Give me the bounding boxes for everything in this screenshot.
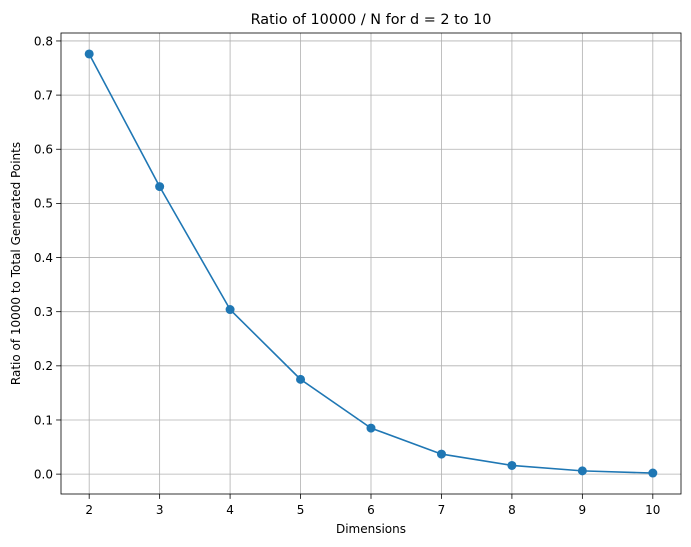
y-tick-label: 0.2 (34, 359, 53, 373)
y-tick-label: 0.7 (34, 88, 53, 102)
x-tick-label: 3 (156, 503, 164, 517)
chart-title: Ratio of 10000 / N for d = 2 to 10 (251, 12, 492, 28)
x-tick-label: 2 (85, 503, 93, 517)
x-tick-label: 8 (508, 503, 516, 517)
x-tick-label: 6 (367, 503, 375, 517)
y-tick-label: 0.0 (34, 467, 53, 481)
data-point (436, 449, 446, 459)
data-point (225, 305, 235, 315)
y-tick-label: 0.3 (34, 305, 53, 319)
data-point (84, 49, 94, 59)
y-tick-label: 0.8 (34, 34, 53, 48)
y-tick-label: 0.5 (34, 197, 53, 211)
x-tick-label: 4 (226, 503, 234, 517)
x-axis-ticks: 2 3 4 5 6 7 8 9 10 (85, 494, 660, 517)
y-tick-label: 0.6 (34, 143, 53, 157)
x-tick-label: 5 (297, 503, 305, 517)
data-point (296, 374, 306, 384)
x-tick-label: 9 (579, 503, 587, 517)
data-point (577, 466, 587, 476)
data-point (366, 423, 376, 433)
data-point (155, 182, 165, 192)
y-axis-ticks: 0.0 0.1 0.2 0.3 0.4 0.5 0.6 0.7 0.8 (34, 34, 61, 481)
x-tick-label: 10 (645, 503, 660, 517)
y-tick-label: 0.4 (34, 251, 53, 265)
x-axis-title: Dimensions (336, 522, 406, 536)
y-tick-label: 0.1 (34, 413, 53, 427)
data-point (648, 468, 658, 478)
data-points (84, 49, 658, 478)
data-point (507, 460, 517, 470)
y-axis-title: Ratio of 10000 to Total Generated Points (9, 142, 23, 385)
grid (61, 33, 681, 494)
x-tick-label: 7 (438, 503, 446, 517)
